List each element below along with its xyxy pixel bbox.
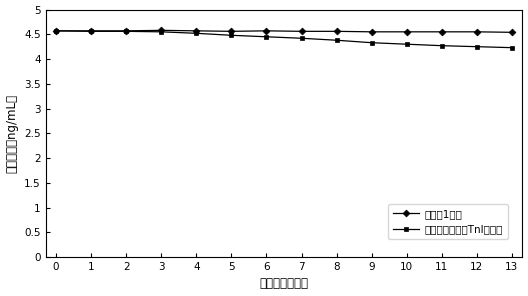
市售肌钓蜗白（TnI）试剂 [158, 30, 164, 34]
实施例1试剂 [509, 30, 515, 34]
实施例1试剂 [474, 30, 480, 34]
市售肌钓蜗白（TnI）试剂 [474, 45, 480, 49]
市售肌钓蜗白（TnI）试剂 [88, 30, 95, 33]
Legend: 实施例1试剂, 市售肌钓蜗白（TnI）试剂: 实施例1试剂, 市售肌钓蜗白（TnI）试剂 [388, 204, 508, 239]
实施例1试剂 [53, 29, 59, 33]
实施例1试剂 [158, 29, 164, 32]
市售肌钓蜗白（TnI）试剂 [403, 42, 410, 46]
实施例1试剂 [263, 29, 270, 33]
实施例1试剂 [334, 30, 340, 33]
实施例1试剂 [439, 30, 445, 34]
实施例1试剂 [193, 29, 200, 33]
市售肌钓蜗白（TnI）试剂 [369, 41, 375, 44]
实施例1试剂 [123, 29, 129, 33]
Y-axis label: 检测结果（ng/mL）: 检测结果（ng/mL） [6, 94, 18, 173]
市售肌钓蜗白（TnI）试剂 [228, 33, 234, 37]
市售肌钓蜗白（TnI）试剂 [53, 29, 59, 33]
市售肌钓蜗白（TnI）试剂 [298, 36, 305, 40]
X-axis label: 放置时间（月）: 放置时间（月） [260, 277, 308, 290]
实施例1试剂 [403, 30, 410, 34]
实施例1试剂 [298, 30, 305, 33]
实施例1试剂 [369, 30, 375, 34]
Line: 市售肌钓蜗白（TnI）试剂: 市售肌钓蜗白（TnI）试剂 [54, 28, 514, 50]
实施例1试剂 [88, 29, 95, 33]
Line: 实施例1试剂: 实施例1试剂 [54, 28, 514, 35]
市售肌钓蜗白（TnI）试剂 [263, 35, 270, 38]
市售肌钓蜗白（TnI）试剂 [193, 32, 200, 35]
市售肌钓蜗白（TnI）试剂 [123, 30, 129, 33]
市售肌钓蜗白（TnI）试剂 [509, 46, 515, 49]
市售肌钓蜗白（TnI）试剂 [439, 44, 445, 47]
市售肌钓蜗白（TnI）试剂 [334, 38, 340, 42]
实施例1试剂 [228, 30, 234, 33]
